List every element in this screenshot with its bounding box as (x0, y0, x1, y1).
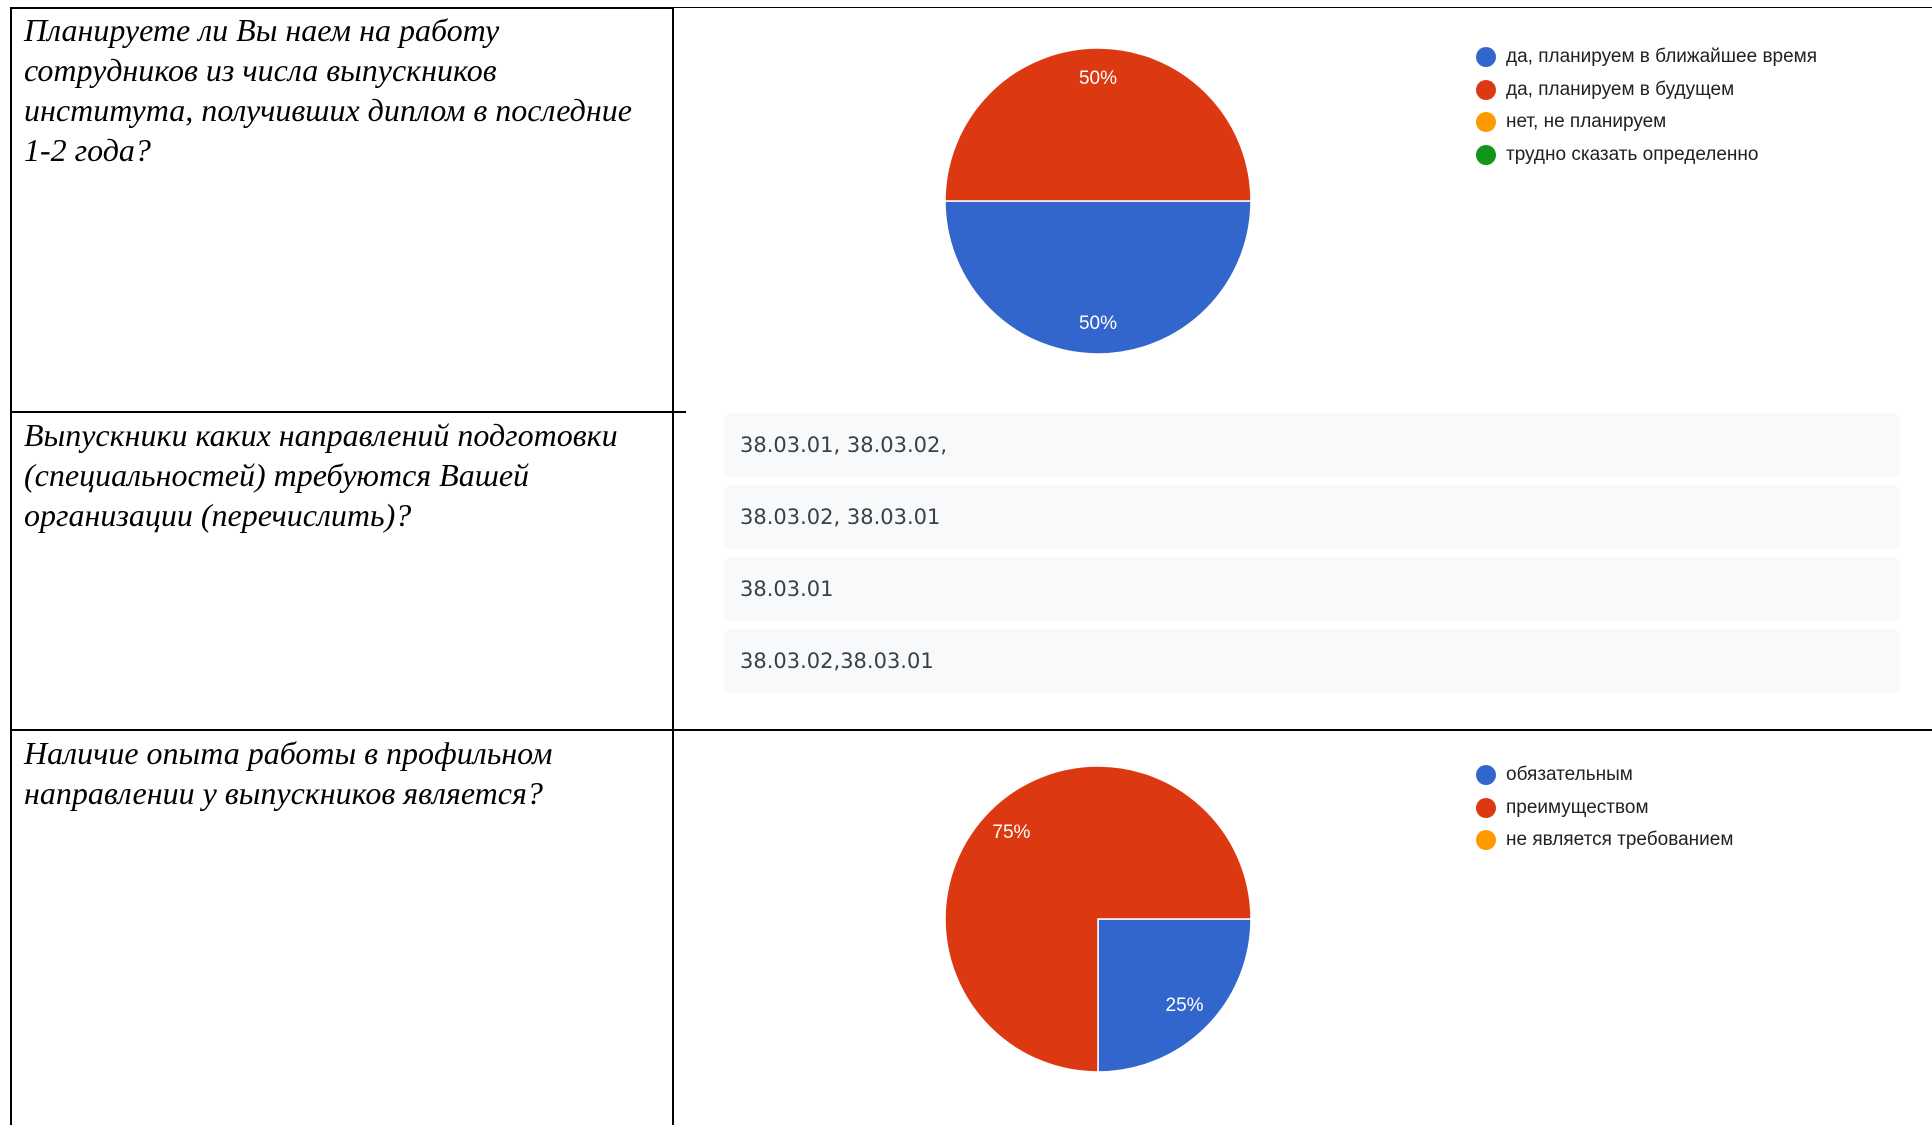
legend-dot-icon (1476, 797, 1496, 818)
legend-dot-icon (1476, 830, 1496, 851)
table-border-top-right (674, 7, 1932, 8)
question-work-experience: Наличие опыта работы в профильном направ… (24, 735, 553, 811)
table-column-divider (672, 7, 674, 1125)
legend-label: нет, не планируем (1506, 111, 1667, 133)
legend-item: обязательным (1476, 759, 1733, 792)
legend-item: да, планируем в будущем (1476, 74, 1817, 107)
pie-chart-work-experience-svg: 25% 75% (944, 765, 1252, 1073)
pie-slice-label: 50% (1079, 313, 1117, 334)
pie-chart-hiring-plans: 50% 50% (944, 47, 1252, 355)
table-border-left (10, 7, 12, 1125)
legend-dot-icon (1476, 47, 1496, 68)
question-hiring-plans: Планируете ли Вы наем на работу сотрудни… (24, 12, 632, 168)
pie-slice-label: 50% (1079, 68, 1117, 89)
pie-slice (944, 765, 1252, 1073)
table-row-divider-1 (10, 411, 686, 413)
pie-slice (1097, 918, 1252, 1073)
answer-item: 38.03.01 (724, 557, 1900, 621)
pie-slice (944, 47, 1252, 202)
legend-label: обязательным (1506, 764, 1633, 786)
answer-item: 38.03.02,38.03.01 (724, 629, 1900, 693)
legend-dot-icon (1476, 79, 1496, 100)
pie-slice-label: 75% (992, 822, 1030, 843)
legend-dot-icon (1476, 765, 1496, 786)
legend-hiring-plans: да, планируем в ближайшее время да, план… (1476, 41, 1817, 171)
legend-dot-icon (1476, 112, 1496, 133)
legend-item: трудно сказать определенно (1476, 139, 1817, 172)
legend-label: да, планируем в ближайшее время (1506, 46, 1818, 68)
pie-slice (944, 200, 1252, 355)
legend-label: да, планируем в будущем (1506, 78, 1735, 100)
legend-item: нет, не планируем (1476, 106, 1817, 139)
legend-item: да, планируем в ближайшее время (1476, 41, 1817, 74)
pie-chart-hiring-plans-svg: 50% 50% (944, 47, 1252, 355)
table-row-divider-2 (10, 729, 1932, 731)
answer-item: 38.03.01, 38.03.02, (724, 413, 1900, 477)
legend-work-experience: обязательным преимуществом не является т… (1476, 759, 1733, 857)
table-border-top (10, 7, 674, 9)
legend-item: преимуществом (1476, 792, 1733, 825)
legend-item: не является требованием (1476, 824, 1733, 857)
legend-label: не является требованием (1506, 829, 1734, 851)
legend-label: трудно сказать определенно (1506, 144, 1759, 166)
pie-slice-label: 25% (1166, 995, 1204, 1016)
answer-item: 38.03.02, 38.03.01 (724, 485, 1900, 549)
legend-dot-icon (1476, 145, 1496, 166)
question-required-specialties: Выпускники каких направлений подготовки … (24, 417, 618, 533)
pie-chart-work-experience: 25% 75% (944, 765, 1252, 1073)
legend-label: преимуществом (1506, 796, 1649, 818)
